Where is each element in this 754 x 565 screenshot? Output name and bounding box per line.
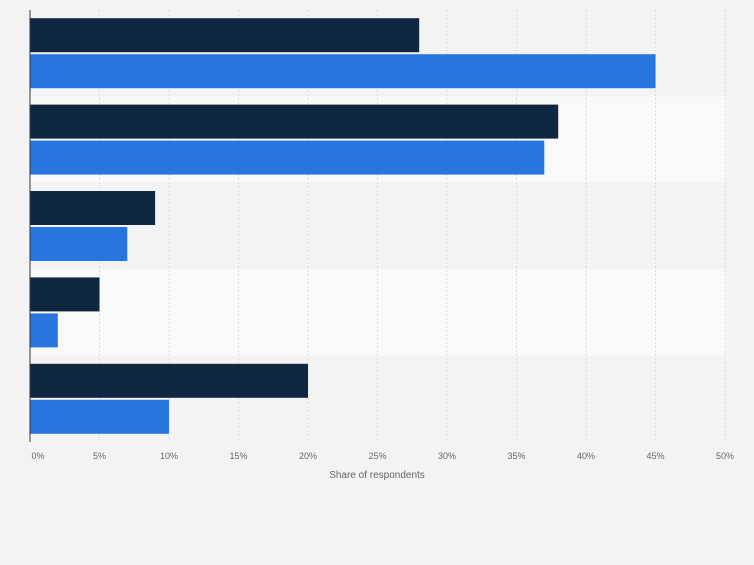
x-tick-label: 10%	[160, 451, 178, 461]
x-axis-label: Share of respondents	[329, 470, 425, 481]
x-tick-label: 45%	[646, 451, 664, 461]
bar-series-1	[30, 104, 559, 139]
bar-series-2	[30, 227, 128, 261]
x-tick-label: 15%	[229, 451, 247, 461]
x-tick-label: 25%	[368, 451, 386, 461]
x-tick-label: 40%	[577, 451, 595, 461]
bars	[30, 18, 656, 434]
x-tick-label: 20%	[299, 451, 317, 461]
x-tick-label: 30%	[438, 451, 456, 461]
bar-series-2	[30, 54, 656, 89]
x-tick-labels: 0% 5% 10% 15% 20% 25% 30% 35% 40% 45% 50%	[31, 451, 734, 461]
bar-series-1	[30, 191, 156, 225]
x-tick-label: 5%	[93, 451, 106, 461]
bar-series-1	[30, 363, 308, 398]
bar-series-2	[30, 399, 169, 434]
bar-series-2	[30, 140, 545, 175]
bar-series-1	[30, 277, 100, 312]
x-tick-label: 50%	[716, 451, 734, 461]
bar-series-2	[30, 313, 58, 348]
bar-series-1	[30, 18, 420, 53]
x-tick-label: 35%	[507, 451, 525, 461]
x-tick-label: 0%	[31, 451, 44, 461]
